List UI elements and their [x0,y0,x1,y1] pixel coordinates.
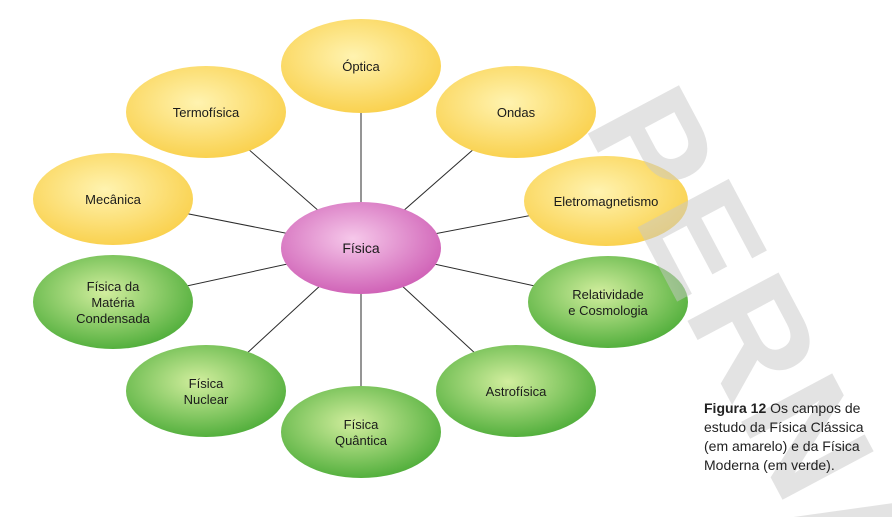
node-termofisica-label-line: Termofísica [173,105,240,120]
node-mecanica: Mecânica [33,153,193,245]
ellipse-fisica-quantica [281,386,441,478]
ellipse-fisica-nuclear [126,345,286,437]
node-mecanica-label-line: Mecânica [85,192,141,207]
node-fisica-quantica-label-line: Física [344,417,379,432]
node-relatividade-e-cosmologia-label-line: e Cosmologia [568,303,648,318]
ellipse-relatividade-e-cosmologia [528,256,688,348]
node-ondas-label-line: Ondas [497,105,536,120]
node-ondas: Ondas [436,66,596,158]
node-eletromagnetismo: Eletromagnetismo [524,156,688,246]
node-fisica-quantica-label-line: Quântica [335,433,388,448]
ellipse-ondas [436,66,596,158]
ellipse-eletromagnetismo [524,156,688,246]
node-eletromagnetismo-label-line: Eletromagnetismo [554,194,659,209]
node-fisica-nuclear-label-line: Física [189,376,224,391]
figure-caption: Figura 12 Os campos de estudo da Física … [704,399,888,475]
node-fisica-da-materia-condensada-label-line: Física da [87,279,141,294]
node-fisica-nuclear-label-line: Nuclear [184,392,229,407]
ellipse-mecanica [33,153,193,245]
field-nodes: Óptica Ondas Eletromagnetismo Relatividadee… [33,19,688,478]
node-astrofisica-label-line: Astrofísica [486,384,547,399]
node-astrofisica: Astrofísica [436,345,596,437]
ellipse-astrofisica [436,345,596,437]
node-optica-label-line: Óptica [342,59,380,74]
caption-title: Figura 12 [704,400,767,416]
node-fisica-da-materia-condensada-label-line: Condensada [76,311,150,326]
node-termofisica: Termofísica [126,66,286,158]
center-fisica-label-line: Física [342,240,380,256]
ellipse-fisica-center [281,202,441,294]
center-node-fisica: Física [281,202,441,294]
node-fisica-da-materia-condensada-label-line: Matéria [91,295,135,310]
caption-text: Os campos de estudo da Física Clássica (… [704,400,864,473]
ellipse-optica [281,19,441,113]
node-relatividade-e-cosmologia-label-line: Relatividade [572,287,644,302]
node-optica: Óptica [281,19,441,113]
ellipse-termofisica [126,66,286,158]
ellipse-fisica-da-materia-condensada [33,255,193,349]
